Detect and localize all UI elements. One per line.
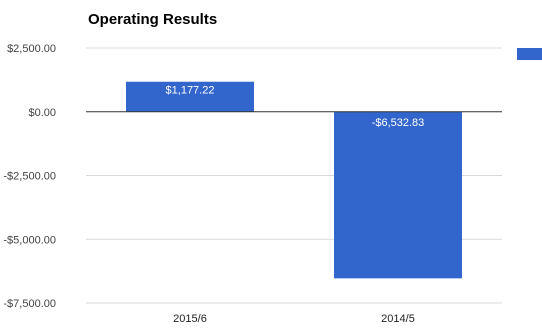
- category-label: 2014/5: [381, 313, 415, 325]
- y-tick-label: -$5,000.00: [3, 234, 56, 246]
- bars: [126, 81, 462, 279]
- y-tick-label: $2,500.00: [7, 43, 56, 55]
- y-tick-label: $0.00: [28, 107, 56, 119]
- data-label: $1,177.22: [166, 85, 215, 97]
- y-axis-tick-labels: $2,500.00 $0.00 -$2,500.00 -$5,000.00 -$7,50…: [3, 43, 56, 310]
- bar: [334, 111, 462, 279]
- x-axis-category-labels: 2015/6 2014/5: [173, 313, 415, 325]
- category-label: 2015/6: [173, 313, 207, 325]
- y-tick-label: -$2,500.00: [3, 171, 56, 183]
- legend-swatch: [517, 48, 542, 60]
- bar: [126, 81, 254, 112]
- chart-title: Operating Results: [88, 11, 217, 28]
- y-tick-label: -$7,500.00: [3, 298, 56, 310]
- data-label: -$6,532.83: [372, 117, 425, 129]
- data-labels: $1,177.22 -$6,532.83: [166, 85, 425, 129]
